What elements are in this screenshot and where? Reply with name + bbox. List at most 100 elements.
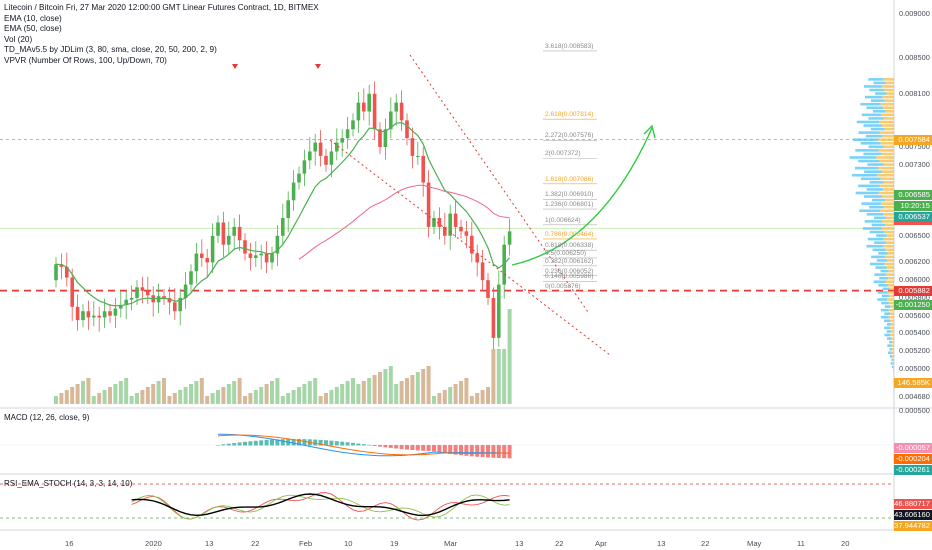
volume-bar xyxy=(313,378,318,404)
vpvr-bar-down xyxy=(886,273,894,276)
vpvr-bar-up xyxy=(872,248,886,252)
rsi-tag: 43.606160 xyxy=(894,510,932,520)
legend-ema10: EMA (10, close) xyxy=(4,13,62,23)
volume-bar xyxy=(372,375,377,404)
candle xyxy=(194,253,199,272)
candle xyxy=(426,182,431,227)
fib-level-label: 0(0.005876) xyxy=(545,283,581,291)
volume-bar xyxy=(421,369,426,404)
candle xyxy=(173,302,177,312)
candle xyxy=(308,151,312,161)
candle xyxy=(65,266,69,278)
vpvr-bar-up xyxy=(861,113,882,117)
sell-marker xyxy=(315,64,321,69)
macd-signal-line xyxy=(217,434,510,456)
volume-bar xyxy=(307,381,312,404)
volume-bar xyxy=(453,384,458,404)
volume-bar xyxy=(97,393,102,404)
vpvr-bar-down xyxy=(891,323,894,326)
candle xyxy=(54,264,58,281)
vpvr-bar-down xyxy=(883,163,894,166)
macd-histogram-bar xyxy=(221,444,226,446)
candle xyxy=(167,297,172,303)
volume-bar xyxy=(243,396,247,404)
vpvr-bar-up xyxy=(869,230,885,234)
vpvr-bar-down xyxy=(885,81,894,85)
macd-histogram-bar xyxy=(232,443,237,446)
candle xyxy=(324,155,328,165)
vpvr-bar-down xyxy=(881,124,894,127)
macd-histogram-bar xyxy=(432,445,436,452)
macd-histogram-bar xyxy=(334,441,339,446)
macd-histogram-bar xyxy=(216,445,220,446)
volume-bar xyxy=(199,378,204,404)
candle xyxy=(178,297,182,312)
macd-histogram-bar xyxy=(253,440,258,446)
macd-histogram-bar xyxy=(270,439,274,446)
vpvr-bar-down xyxy=(879,184,894,188)
fib-level-label: 0.5(0.006250) xyxy=(545,249,587,257)
vpvr-bar-up xyxy=(861,177,881,181)
vpvr-bar-up xyxy=(884,312,891,315)
trendline-lower xyxy=(329,139,611,356)
volume-bar xyxy=(64,390,69,404)
vpvr-bar-down xyxy=(887,291,894,294)
vpvr-bar-up xyxy=(858,131,880,134)
vpvr-bar-down xyxy=(890,333,894,337)
vpvr-bar-up xyxy=(884,326,891,330)
volume-bar xyxy=(162,378,166,404)
candle xyxy=(313,142,317,152)
vpvr-bar-down xyxy=(885,110,894,113)
vpvr-bar-down xyxy=(881,85,894,88)
candle xyxy=(443,226,447,236)
vpvr-bar-down xyxy=(880,209,894,213)
candle xyxy=(216,222,220,236)
macd-histogram-bar xyxy=(437,445,442,453)
date-axis-label: May xyxy=(747,539,762,548)
price-axis-label: 0.005200 xyxy=(899,346,930,356)
vpvr-bar-down xyxy=(881,152,894,156)
vpvr-bar-down xyxy=(893,365,894,369)
vpvr-bar-down xyxy=(883,237,894,241)
date-axis-label: 20 xyxy=(841,539,850,548)
volume-bar xyxy=(351,378,355,404)
volume-bar xyxy=(54,396,58,404)
volume-bar xyxy=(221,387,226,404)
volume-bar xyxy=(491,349,496,404)
price-axis-label: 0.006200 xyxy=(899,257,930,267)
macd-histogram-bar xyxy=(491,445,496,458)
volume-bar xyxy=(210,393,215,404)
price-tag: 0.006537 xyxy=(894,212,932,222)
macd-histogram-bar xyxy=(383,445,388,448)
fib-level-label: 0.786(0.006464) xyxy=(545,230,594,238)
vpvr-bar-up xyxy=(858,184,880,188)
candle xyxy=(362,102,366,112)
vpvr-bar-down xyxy=(877,138,894,142)
vpvr-bar-down xyxy=(887,259,894,262)
volume-bar xyxy=(426,366,431,404)
macd-histogram-bar xyxy=(469,445,474,457)
volume-bar xyxy=(183,387,188,404)
vpvr-bar-down xyxy=(888,315,894,319)
vpvr-bar-up xyxy=(884,319,891,323)
candle xyxy=(486,280,490,298)
vpvr-bar-down xyxy=(892,355,894,358)
vpvr-bar-down xyxy=(886,92,894,95)
vpvr-bar-down xyxy=(886,234,894,237)
vpvr-bar-up xyxy=(855,149,879,152)
stoch-d-line xyxy=(131,494,510,520)
volume-bar xyxy=(502,349,507,404)
vpvr-bar-down xyxy=(883,212,894,216)
macd-histogram-bar xyxy=(280,439,285,446)
candle xyxy=(75,306,80,321)
volume-bar xyxy=(248,393,253,404)
vpvr-bar-up xyxy=(887,344,892,347)
candle xyxy=(59,264,64,267)
fib-level-label: 2.272(0.007576) xyxy=(545,132,594,140)
vpvr-bar-down xyxy=(882,244,894,248)
vpvr-bar-up xyxy=(864,170,883,173)
candle xyxy=(232,226,236,236)
date-axis-label: Mar xyxy=(444,539,458,548)
candle xyxy=(124,299,128,306)
